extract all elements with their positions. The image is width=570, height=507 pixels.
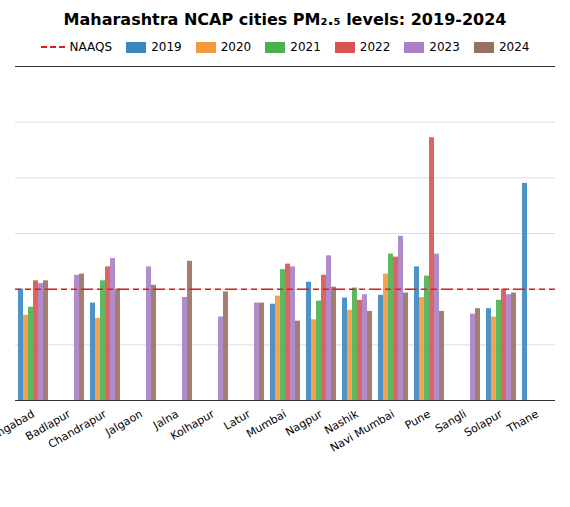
svg-text:Kolhapur: Kolhapur <box>168 407 217 443</box>
svg-text:Chandrapur: Chandrapur <box>46 407 109 451</box>
svg-text:Nagpur: Nagpur <box>283 407 325 439</box>
svg-text:Solapur: Solapur <box>462 407 505 439</box>
svg-text:Thane: Thane <box>504 407 541 436</box>
html-text:2022: 2022 <box>359 40 391 54</box>
svg-text:Pune: Pune <box>403 407 433 432</box>
svg-text:Jalgaon: Jalgaon <box>102 407 144 439</box>
html-text:2023: 2023 <box>429 40 460 54</box>
svg-text:Navi Mumbai: Navi Mumbai <box>328 407 397 454</box>
svg-text:Jalna: Jalna <box>151 407 181 432</box>
svg-text:Sangli: Sangli <box>433 407 469 436</box>
html-text:2019: 2019 <box>151 40 182 54</box>
svg-text:Mumbai: Mumbai <box>244 407 289 440</box>
html-text:2020: 2020 <box>220 40 252 54</box>
svg-text:Badlapur: Badlapur <box>23 407 73 444</box>
html-text:NAAQS: NAAQS <box>69 40 113 54</box>
html-text:2021: 2021 <box>290 40 321 54</box>
svg-text:Nashik: Nashik <box>322 407 361 438</box>
svg-text:Latur: Latur <box>221 407 253 433</box>
html-text:2024: 2024 <box>498 40 530 54</box>
html-text:Maharashtra NCAP cities PM₂.₅: Maharashtra NCAP cities PM₂.₅ levels: 20… <box>63 10 507 29</box>
